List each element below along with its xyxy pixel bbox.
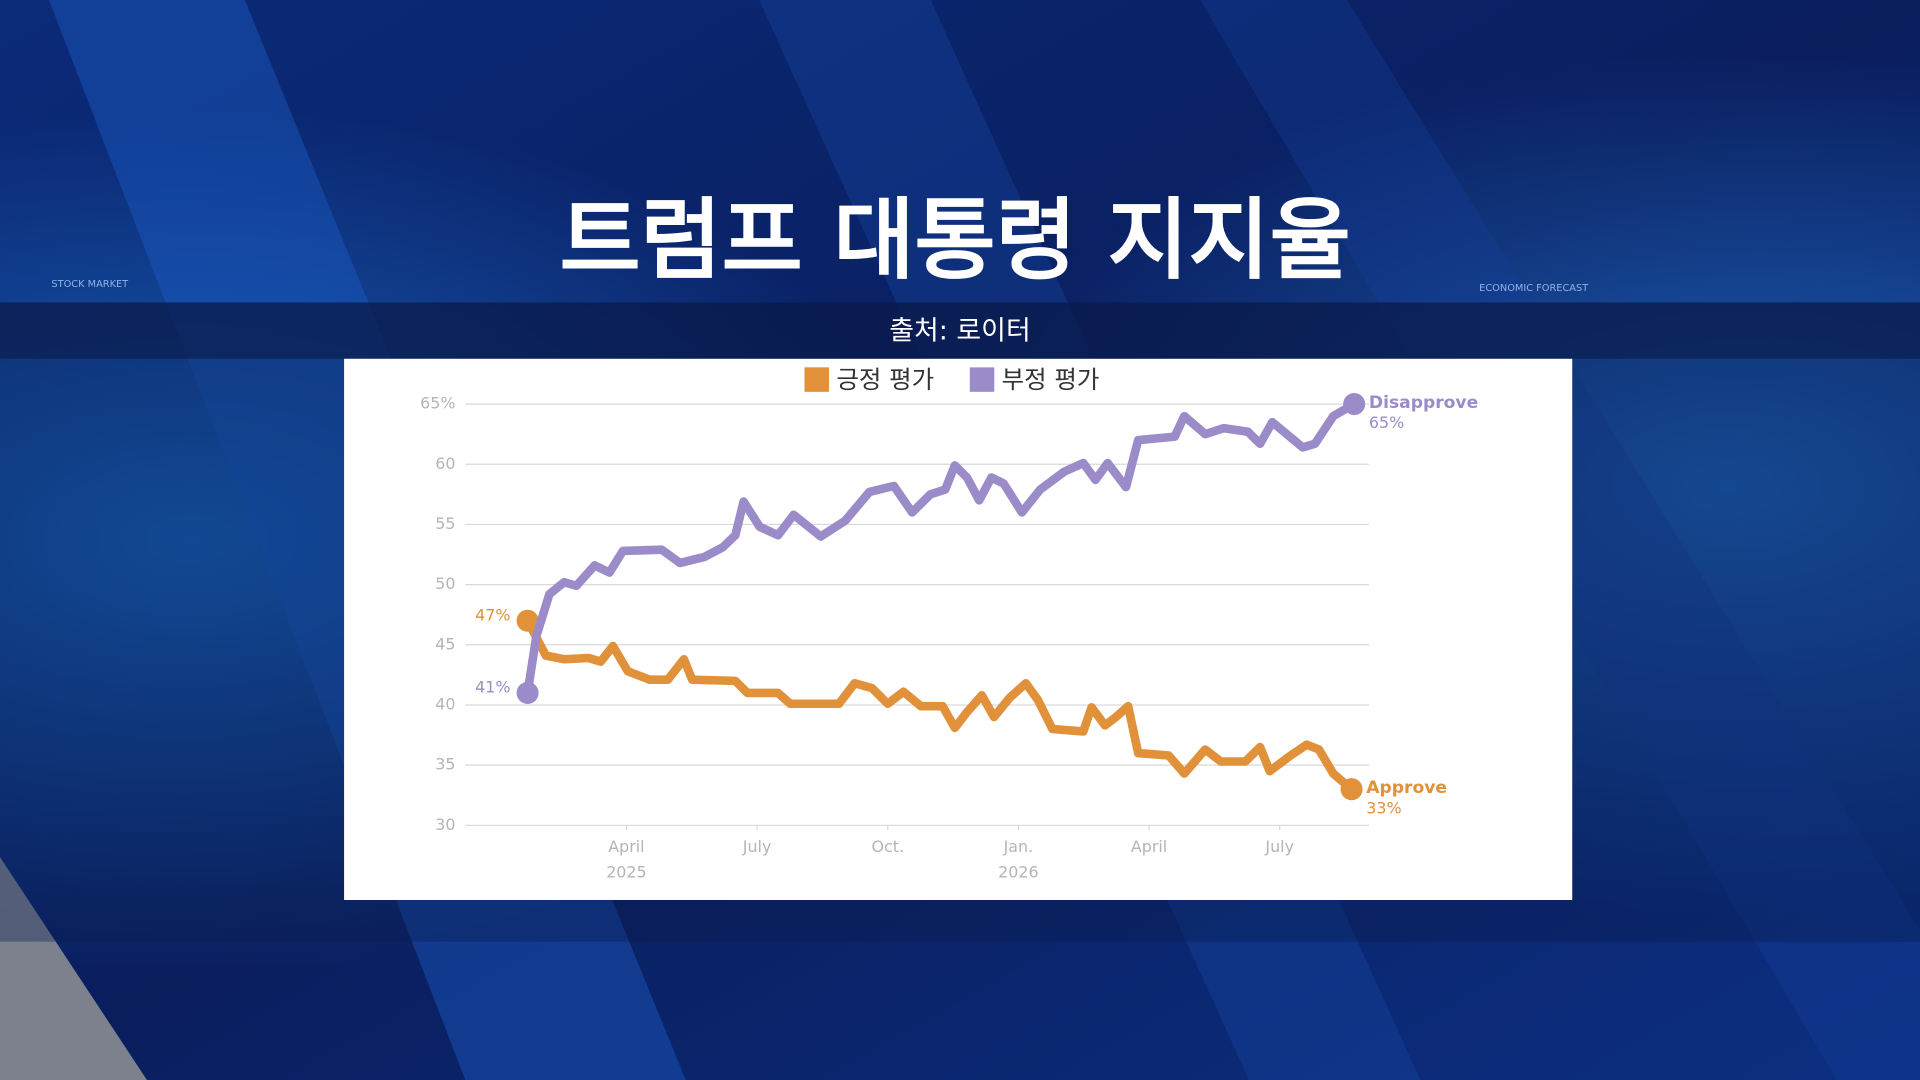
x-tick-label: April <box>1131 837 1167 856</box>
y-tick-label: 55 <box>435 514 455 533</box>
x-tick-label: Oct. <box>871 837 904 856</box>
x-tick-label: April <box>608 837 644 856</box>
legend-label: 부정 평가 <box>1002 365 1100 394</box>
end-dot <box>516 609 539 632</box>
end-label: Approve <box>1366 778 1447 798</box>
y-tick-label: 40 <box>435 694 455 713</box>
y-tick-label: 45 <box>435 634 455 653</box>
source-band <box>0 302 1920 359</box>
x-year-label: 2026 <box>998 863 1038 882</box>
value-label: 33% <box>1366 798 1401 817</box>
background-corner <box>0 857 147 1080</box>
series-line <box>523 616 1356 794</box>
legend-label: 긍정 평가 <box>836 365 934 394</box>
y-tick-label: 30 <box>435 815 455 834</box>
legend-swatch <box>969 367 995 392</box>
x-tick-label: Jan. <box>1003 837 1034 856</box>
value-label: 41% <box>475 678 510 697</box>
legend-swatch <box>804 367 829 392</box>
source: 출처: 로이터 <box>889 315 1030 346</box>
title: 트럼프 대통령 지지율 <box>559 189 1350 292</box>
x-tick-label: July <box>1264 837 1294 856</box>
y-tick-label: 60 <box>435 454 455 473</box>
value-label: 65% <box>1369 413 1404 432</box>
x-tick-label: July <box>742 837 772 856</box>
chart-panel <box>344 358 1573 900</box>
chart: 30 35 40 45 50 55 60 65% April July Oct. Jan. April J… <box>420 365 1478 882</box>
background-text: ECONOMIC FORECAST <box>1479 283 1588 294</box>
series-line <box>523 399 1359 698</box>
y-tick-label: 50 <box>435 574 455 593</box>
end-dot <box>516 681 539 704</box>
value-label: 47% <box>475 605 510 624</box>
y-tick-label: 35 <box>435 755 455 774</box>
y-tick-label: 65% <box>420 394 455 413</box>
end-label: Disapprove <box>1369 393 1478 413</box>
x-year-label: 2025 <box>606 863 646 882</box>
background-text: STOCK MARKET <box>51 279 128 290</box>
end-dot <box>1340 778 1363 801</box>
end-dot <box>1343 393 1366 416</box>
